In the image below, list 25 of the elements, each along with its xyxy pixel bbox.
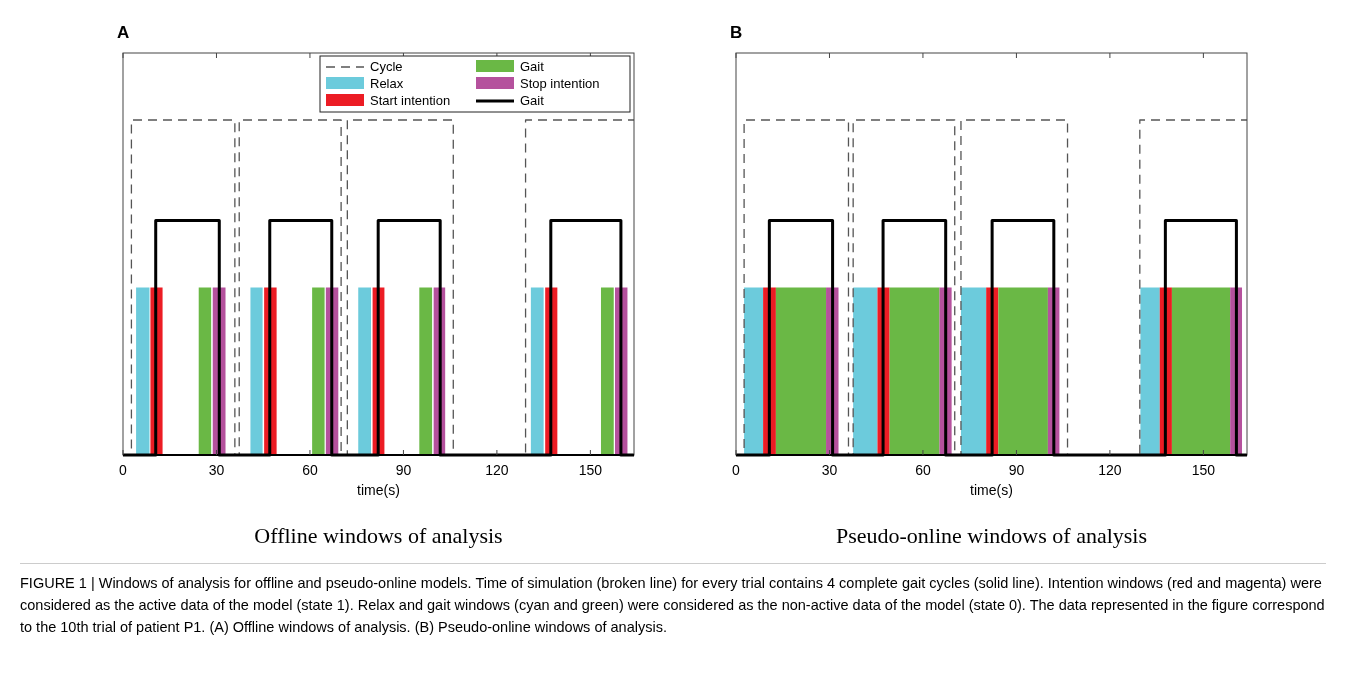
legend-label: Stop intention [520, 76, 600, 91]
x-tick-label: 90 [395, 462, 412, 478]
x-tick-label: 120 [1098, 462, 1122, 478]
x-tick-label: 60 [302, 462, 318, 478]
x-axis-title: time(s) [970, 482, 1013, 498]
text: B [730, 23, 743, 42]
x-tick-label: 0 [732, 462, 741, 478]
legend-label: Gait [520, 93, 545, 108]
text: A [117, 23, 130, 42]
x-axis-title: time(s) [357, 482, 400, 498]
x-tick-label: 120 [485, 462, 509, 478]
legend-label: Relax [370, 76, 404, 91]
legend-label: Cycle [370, 59, 403, 74]
x-tick-label: 90 [1008, 462, 1025, 478]
x-tick-label: 30 [208, 462, 225, 478]
legend-label: Start intention [370, 93, 451, 108]
text: Offline windows of analysis [254, 523, 503, 548]
x-tick-label: 0 [119, 462, 128, 478]
legend-label: Gait [520, 59, 545, 74]
caption: FIGURE 1 | Windows of analysis for offline and pseudo-online models. Time of simulation (broken line) for every trial contains 4 complete gait cycles (solid line). Intention windows (red and magenta) were considered as the active data of the model (state 1). Relax and gait windows (cyan and green) were considered as the non-active data of the model (state 0). The data represented in the figure correspond to the 10th trial of patient P1. (A) Offline windows of analysis. (B) Pseudo-online windows of analysis. [20, 563, 1326, 638]
x-tick-label: 150 [578, 462, 603, 478]
text: Pseudo-online windows of analysis [835, 523, 1148, 548]
x-tick-label: 150 [1191, 462, 1216, 478]
x-tick-label: 60 [915, 462, 931, 478]
x-tick-label: 30 [821, 462, 838, 478]
